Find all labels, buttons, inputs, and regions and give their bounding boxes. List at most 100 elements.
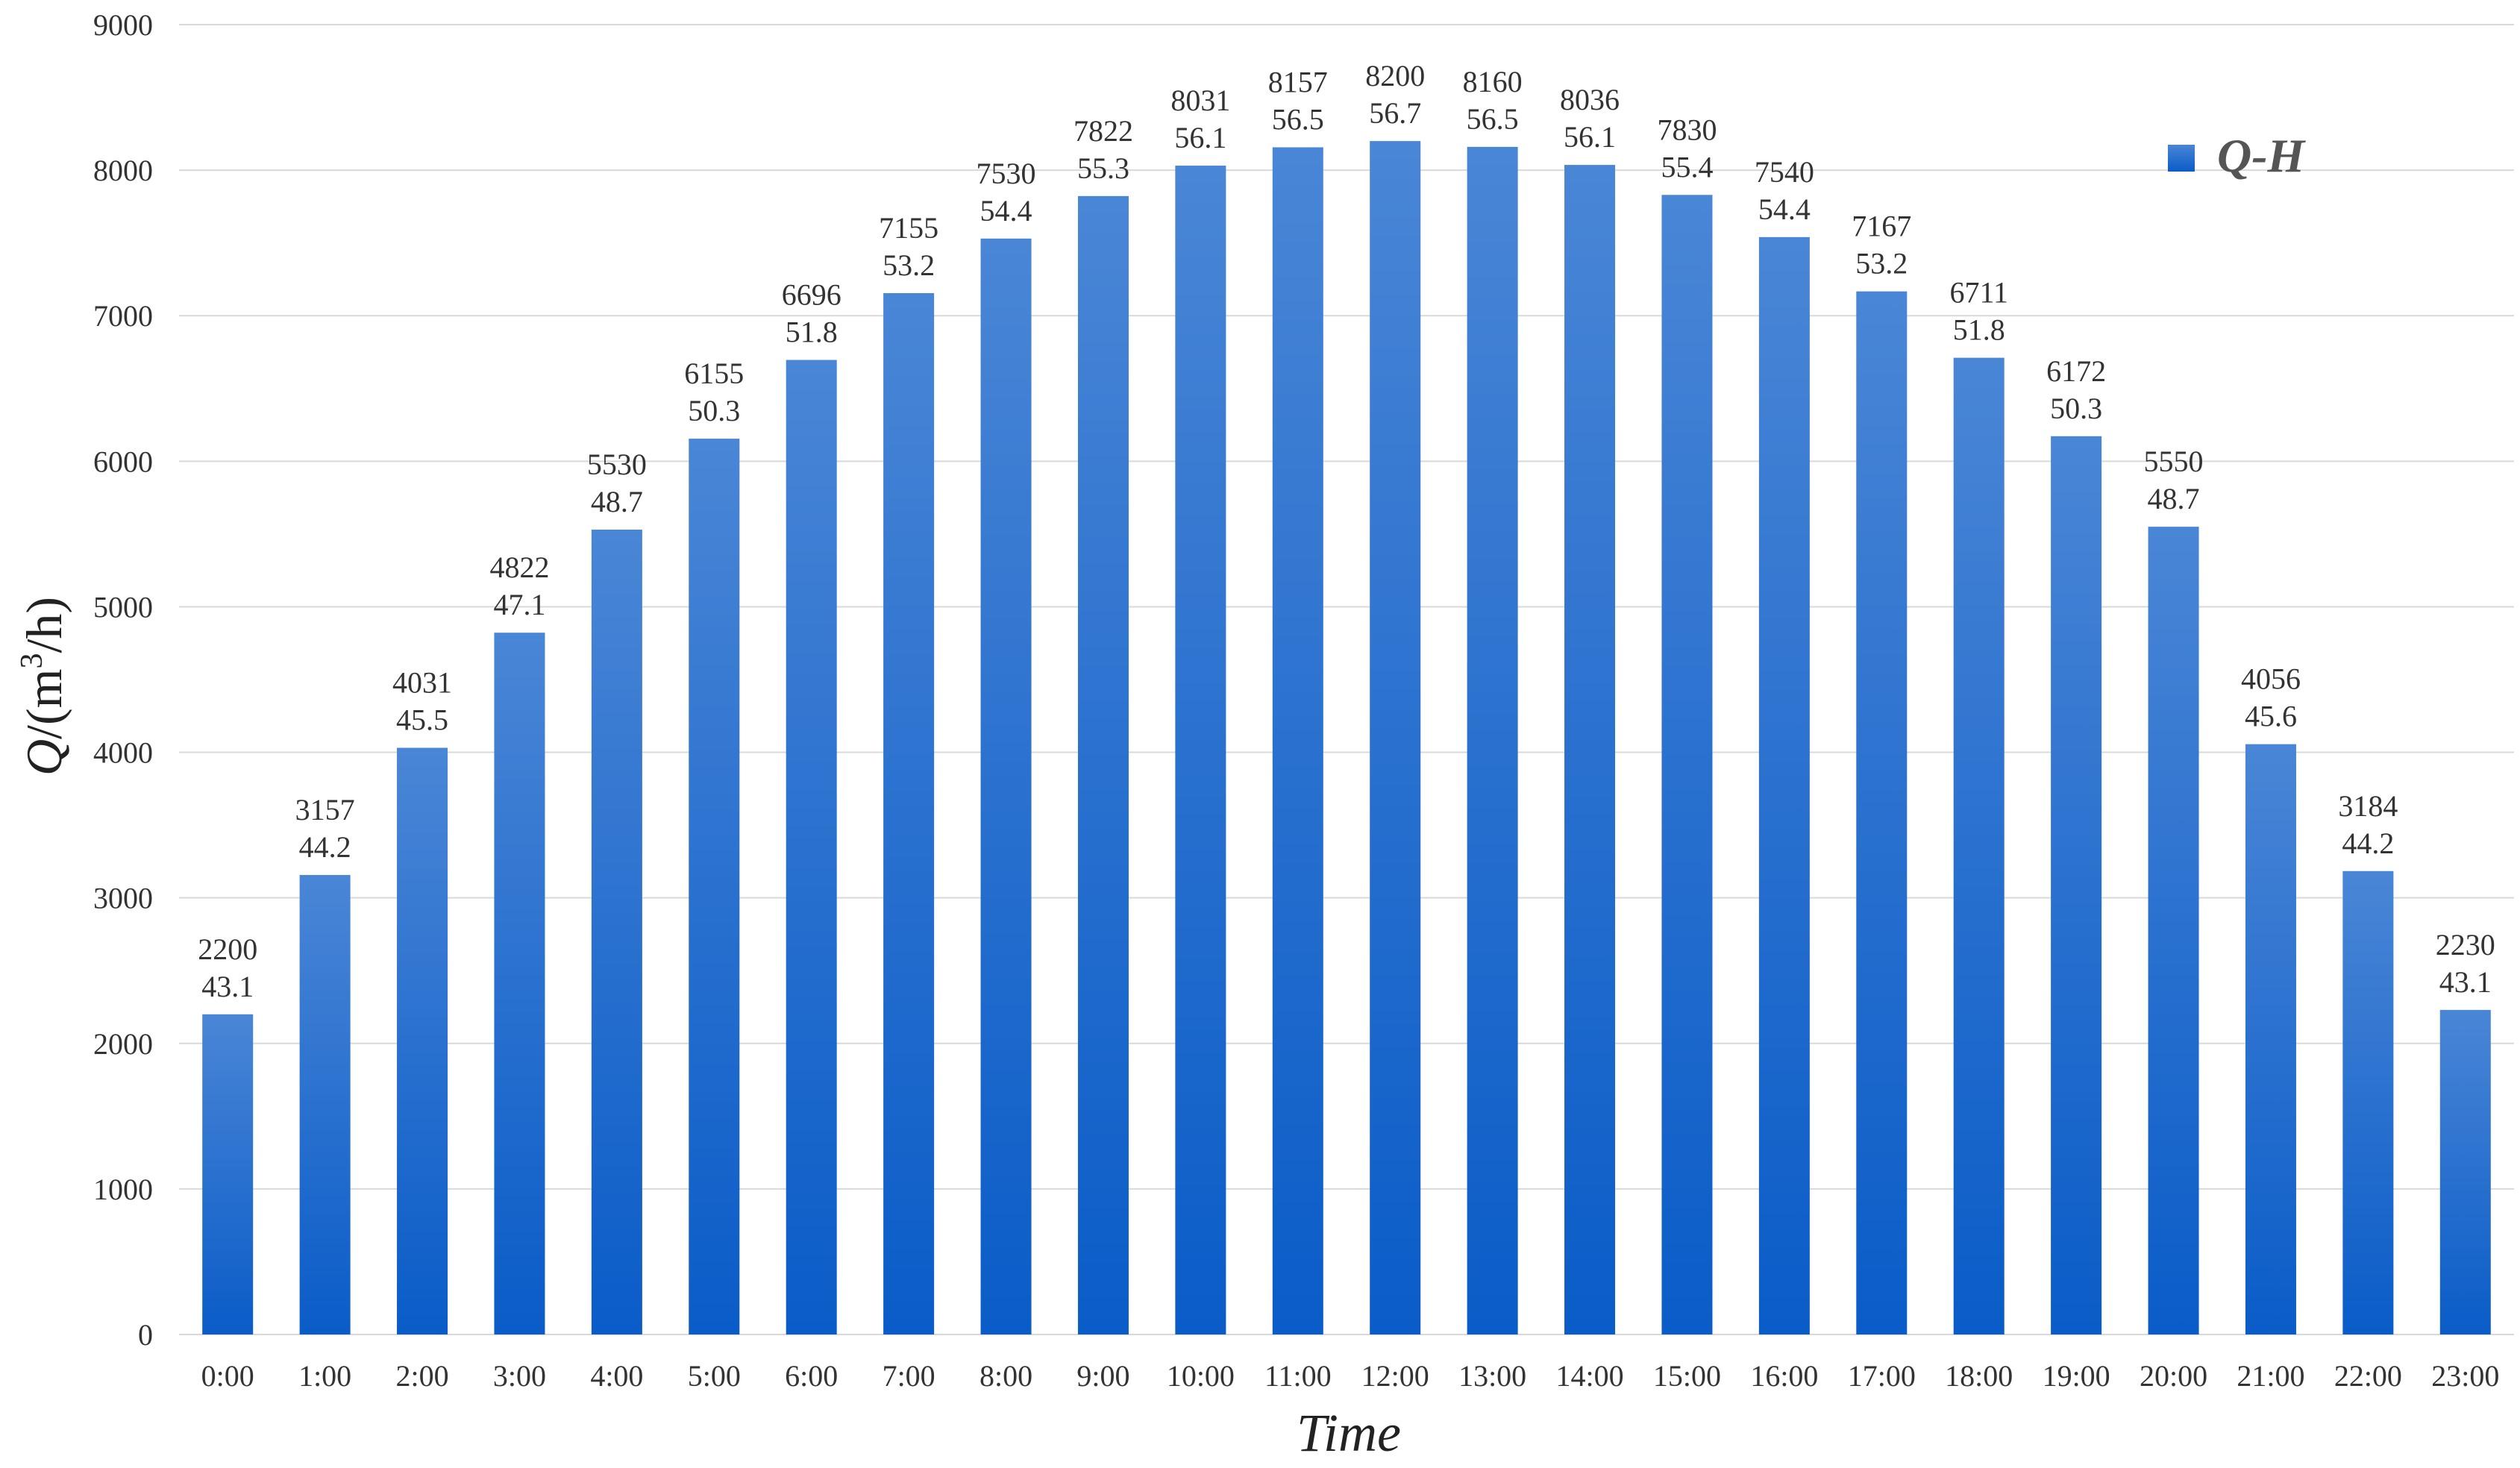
- legend-swatch: [2168, 145, 2195, 172]
- bar: [1758, 236, 1810, 1335]
- y-tick-label: 1000: [93, 1173, 153, 1206]
- data-label-value: 8157: [1268, 65, 1328, 98]
- y-tick-label: 6000: [93, 445, 153, 478]
- data-label-head: 55.3: [1077, 151, 1129, 185]
- bar: [494, 633, 545, 1334]
- data-label-head: 43.1: [201, 970, 254, 1003]
- data-label-value: 6155: [684, 357, 744, 390]
- data-label-head: 56.1: [1174, 121, 1226, 154]
- data-label-value: 6696: [782, 278, 841, 312]
- bars: [202, 141, 2491, 1335]
- legend: Q-H: [2168, 129, 2307, 182]
- bar: [2148, 527, 2199, 1335]
- data-label-value: 3157: [295, 793, 355, 826]
- bar: [2245, 744, 2296, 1334]
- y-tick-label: 0: [138, 1318, 153, 1352]
- grid-lines: [179, 24, 2514, 1335]
- bar: [883, 292, 935, 1335]
- data-label-value: 8160: [1463, 65, 1523, 98]
- x-tick-label: 2:00: [395, 1359, 448, 1393]
- x-tick-label: 18:00: [1945, 1359, 2013, 1393]
- data-label-head: 53.2: [1855, 247, 1908, 280]
- bar: [1953, 357, 2005, 1334]
- data-label-value: 8031: [1170, 84, 1230, 117]
- x-tick-label: 5:00: [688, 1359, 741, 1393]
- x-tick-label: 21:00: [2237, 1359, 2304, 1393]
- x-tick-label: 16:00: [1750, 1359, 1818, 1393]
- data-label-head: 45.5: [396, 703, 448, 737]
- data-label-value: 5550: [2144, 445, 2204, 478]
- x-tick-label: 9:00: [1076, 1359, 1129, 1393]
- x-tick-label: 15:00: [1653, 1359, 1721, 1393]
- x-tick-label: 11:00: [1264, 1359, 1332, 1393]
- y-tick-label: 8000: [93, 154, 153, 187]
- data-label-head: 53.2: [883, 248, 935, 282]
- y-axis-title: Q/(m3/h): [15, 597, 72, 776]
- data-label-head: 56.7: [1369, 96, 1421, 130]
- data-label-head: 56.5: [1272, 102, 1324, 136]
- data-label-head: 54.4: [1758, 192, 1811, 226]
- y-tick-label: 5000: [93, 590, 153, 624]
- data-label-value: 7155: [879, 211, 938, 245]
- bar: [980, 238, 1032, 1334]
- bar: [1175, 166, 1226, 1335]
- x-tick-label: 0:00: [201, 1359, 254, 1393]
- y-axis-title-unit-end: /h): [16, 597, 72, 653]
- data-label-value: 8200: [1365, 59, 1425, 92]
- x-tick-label: 7:00: [883, 1359, 935, 1393]
- bar: [299, 875, 351, 1334]
- y-tick-label: 7000: [93, 299, 153, 333]
- legend-label: Q-H: [2217, 129, 2307, 182]
- data-label-head: 56.5: [1467, 102, 1519, 136]
- x-tick-label: 19:00: [2043, 1359, 2110, 1393]
- data-label-head: 50.3: [688, 394, 740, 427]
- data-label-head: 51.8: [1953, 313, 2005, 347]
- x-tick-label: 13:00: [1458, 1359, 1526, 1393]
- data-label-head: 54.4: [980, 194, 1032, 228]
- data-label-head: 44.2: [299, 830, 351, 864]
- data-label-value: 8036: [1560, 83, 1620, 116]
- x-tick-label: 17:00: [1848, 1359, 1916, 1393]
- x-tick-label: 23:00: [2431, 1359, 2499, 1393]
- bar: [786, 360, 837, 1334]
- data-label-value: 7530: [977, 157, 1036, 190]
- data-label-value: 2200: [198, 932, 257, 966]
- y-tick-label: 2000: [93, 1027, 153, 1061]
- x-tick-label: 1:00: [298, 1359, 351, 1393]
- data-label-head: 45.6: [2245, 700, 2297, 733]
- x-tick-label: 14:00: [1555, 1359, 1623, 1393]
- x-tick-label: 8:00: [980, 1359, 1032, 1393]
- data-label-value: 3184: [2338, 789, 2398, 823]
- x-tick-label: 10:00: [1167, 1359, 1235, 1393]
- data-label-value: 4822: [489, 550, 549, 584]
- bar: [1661, 195, 1713, 1334]
- bar: [1856, 291, 1908, 1334]
- data-label-head: 51.8: [786, 316, 838, 349]
- data-label-head: 55.4: [1661, 150, 1713, 184]
- data-label-value: 5530: [587, 448, 647, 481]
- data-label-head: 44.2: [2342, 826, 2394, 860]
- data-label-value: 6172: [2046, 354, 2106, 388]
- data-label-value: 7822: [1073, 114, 1133, 148]
- bar: [1467, 146, 1518, 1335]
- data-label-value: 7167: [1852, 210, 1911, 243]
- y-axis-ticks: 0 1000 2000 3000 4000 5000 6000 7000 8000 9000: [93, 8, 153, 1352]
- data-label-value: 4056: [2241, 662, 2301, 696]
- y-tick-label: 9000: [93, 8, 153, 42]
- x-axis-ticks: 0:00 1:00 2:00 3:00 4:00 5:00 6:00 7:00 8:00 9:00…: [201, 1359, 2500, 1393]
- data-label-value: 2230: [2436, 928, 2495, 962]
- bar: [202, 1014, 254, 1334]
- bar: [689, 439, 740, 1335]
- data-label-head: 48.7: [2148, 482, 2200, 515]
- y-axis-title-unit: /(m: [16, 669, 72, 739]
- data-label-value: 7540: [1755, 155, 1814, 189]
- bar: [1564, 165, 1616, 1334]
- bar: [2342, 871, 2394, 1334]
- x-tick-label: 4:00: [590, 1359, 643, 1393]
- x-tick-label: 6:00: [785, 1359, 838, 1393]
- x-tick-label: 22:00: [2334, 1359, 2402, 1393]
- data-label-value: 6711: [1949, 276, 2008, 310]
- x-axis-title: Time: [1297, 1403, 1401, 1463]
- bar: [2051, 436, 2102, 1335]
